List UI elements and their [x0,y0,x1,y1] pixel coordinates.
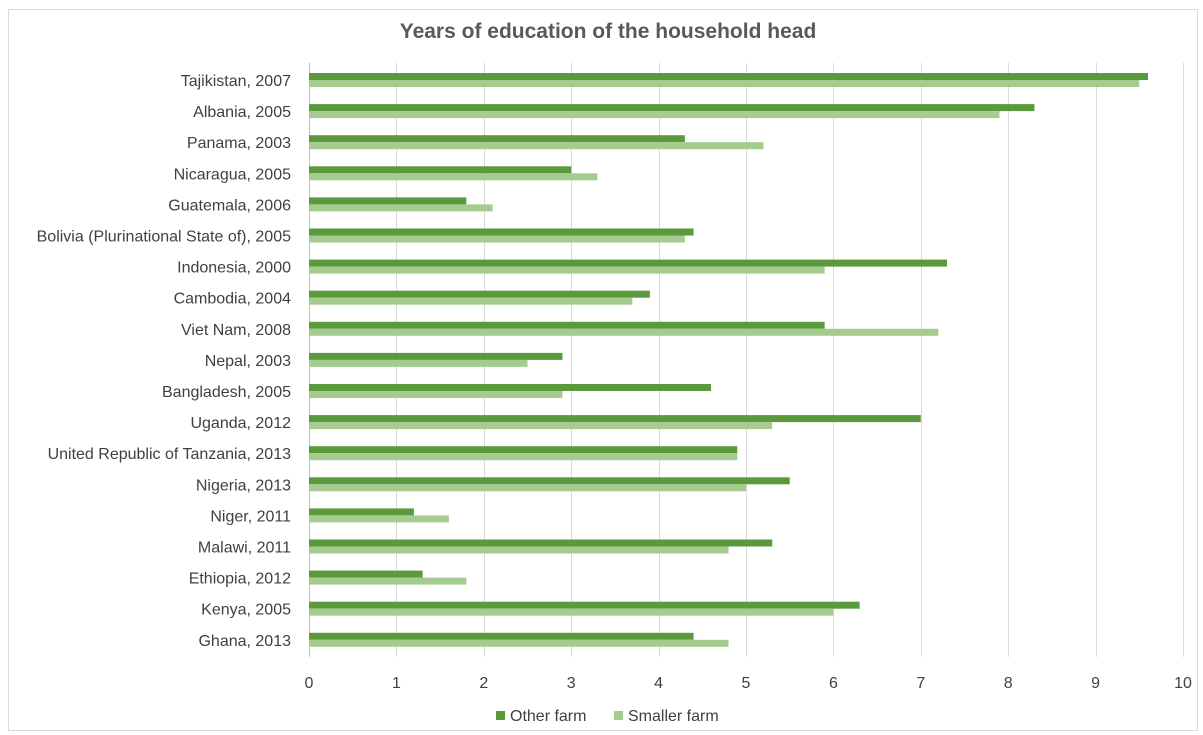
category-label: Uganda, 2012 [190,415,291,432]
category-label: Cambodia, 2004 [174,291,292,308]
bar-other-farm [309,166,572,174]
bar-smaller-farm [309,266,825,274]
bar-smaller-farm [309,422,773,430]
bar-other-farm [309,197,467,205]
bar-smaller-farm [309,173,598,181]
legend-swatch [496,711,505,720]
bar-other-farm [309,73,1149,80]
bar-other-farm [309,384,712,391]
tick-label: 5 [742,675,751,692]
tick-label: 9 [1091,675,1100,692]
bar-other-farm [309,508,414,516]
bar-smaller-farm [309,235,685,243]
bar-smaller-farm [309,639,729,647]
tick-label: 4 [654,675,663,692]
legend-label: Other farm [510,708,586,725]
tick-label: 2 [479,675,488,692]
bar-smaller-farm [309,204,493,212]
tick-label: 8 [1004,675,1013,692]
tick-label: 3 [567,675,576,692]
category-label: Malawi, 2011 [198,540,291,557]
bar-smaller-farm [309,111,1000,119]
category-label: Niger, 2011 [210,508,291,525]
legend-swatch [614,711,623,720]
bars [309,73,1149,647]
bar-other-farm [309,539,773,547]
bar-other-farm [309,135,685,143]
bar-smaller-farm [309,453,738,461]
bar-other-farm [309,415,921,423]
bar-smaller-farm [309,577,467,585]
bar-other-farm [309,104,1035,112]
tick-label: 6 [829,675,838,692]
category-label: Tajikistan, 2007 [181,73,291,90]
category-label: Guatemala, 2006 [168,197,291,214]
category-label: Nigeria, 2013 [196,477,291,494]
tick-label: 1 [392,675,401,692]
category-label: United Republic of Tanzania, 2013 [48,446,292,463]
bar-other-farm [309,321,825,329]
bar-smaller-farm [309,80,1140,87]
tick-label: 10 [1174,675,1192,692]
bar-other-farm [309,570,423,578]
bar-other-farm [309,259,948,267]
bar-smaller-farm [309,515,449,523]
category-label: Bolivia (Plurinational State of), 2005 [37,229,291,246]
legend-label: Smaller farm [628,708,719,725]
legend: Other farm Smaller farm [496,708,719,725]
category-label: Indonesia, 2000 [177,260,291,277]
category-label: Nicaragua, 2005 [174,166,292,183]
bar-smaller-farm [309,608,834,616]
category-axis: Tajikistan, 2007 Albania, 2005 Panama, 200… [37,73,291,650]
category-label: Ghana, 2013 [198,633,291,650]
category-label: Kenya, 2005 [201,602,291,619]
value-axis: 0 1 2 3 4 5 6 7 8 9 10 [305,675,1192,692]
category-label: Bangladesh, 2005 [162,384,291,401]
bar-other-farm [309,632,694,640]
bar-other-farm [309,477,790,485]
tick-label: 0 [305,675,314,692]
bar-smaller-farm [309,328,939,336]
category-label: Panama, 2003 [187,135,291,152]
category-label: Nepal, 2003 [205,353,291,370]
bar-smaller-farm [309,142,764,150]
bar-smaller-farm [309,391,563,398]
bar-smaller-farm [309,546,729,554]
bar-other-farm [309,601,860,609]
bar-other-farm [309,290,650,298]
chart-title: Years of education of the household head [399,20,817,43]
category-label: Albania, 2005 [193,104,291,121]
bar-other-farm [309,352,563,360]
bar-smaller-farm [309,359,528,367]
bar-other-farm [309,228,694,236]
category-label: Ethiopia, 2012 [189,571,291,588]
bar-other-farm [309,446,738,454]
category-label: Viet Nam, 2008 [181,322,291,339]
bar-smaller-farm [309,484,746,492]
tick-label: 7 [916,675,925,692]
bar-smaller-farm [309,297,633,305]
